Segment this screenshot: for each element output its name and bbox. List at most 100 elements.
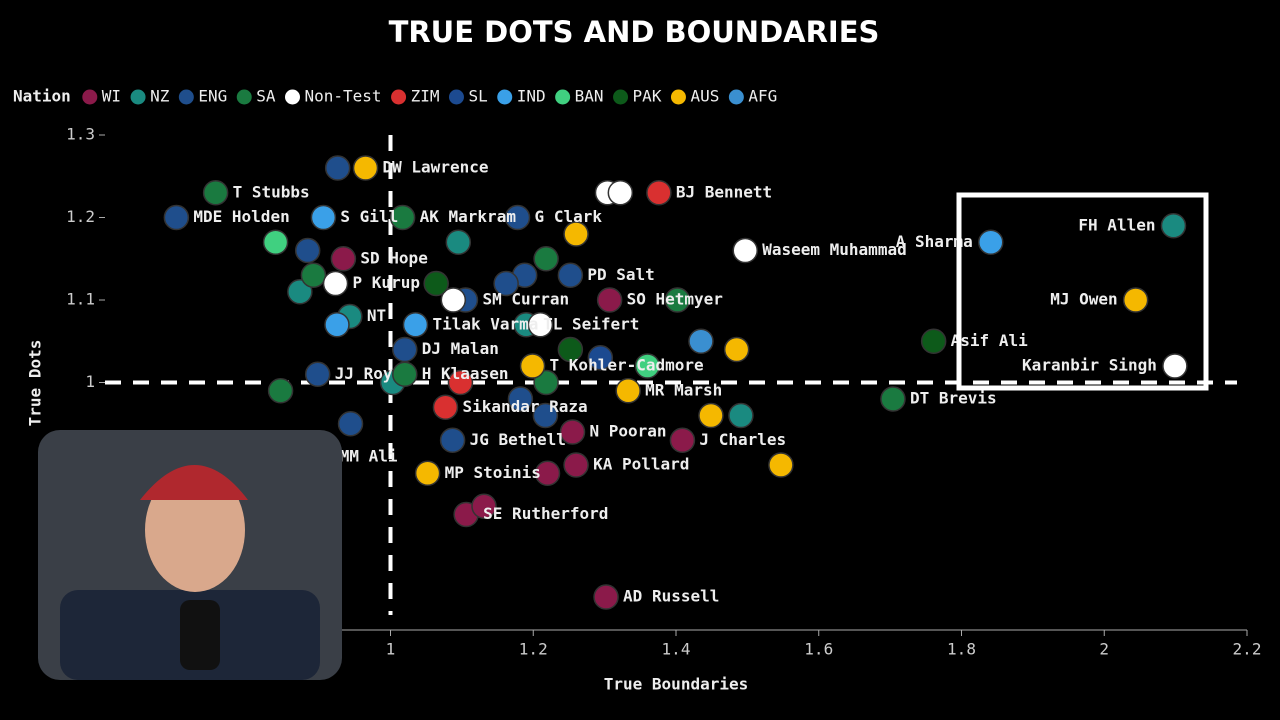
legend-label: AUS — [690, 87, 719, 106]
legend-swatch — [497, 89, 513, 105]
point-label: H Klaasen — [422, 364, 509, 383]
data-point — [414, 460, 441, 486]
point-label: N Pooran — [590, 422, 667, 441]
y-tick-label: 1.2 — [66, 207, 95, 226]
data-point — [304, 361, 331, 387]
point-label: PD Salt — [587, 265, 654, 284]
data-point — [559, 419, 586, 445]
data-point — [322, 270, 349, 297]
data-point — [615, 378, 641, 404]
point-label: TL Seifert — [543, 314, 639, 333]
data-point — [646, 180, 672, 206]
legend-label: ZIM — [411, 87, 440, 106]
legend-swatch — [285, 89, 300, 105]
data-point — [527, 312, 554, 338]
point-label: T Stubbs — [233, 182, 310, 201]
legend-swatch — [391, 89, 407, 105]
data-point — [669, 427, 696, 453]
data-point — [593, 584, 619, 610]
legend-swatch — [82, 89, 98, 105]
point-label: JJ Roy — [335, 364, 393, 383]
data-point — [402, 312, 429, 338]
point-label: MM Ali — [340, 446, 398, 465]
point-label: Tilak Varma — [432, 314, 538, 333]
legend-title: Nation — [13, 87, 71, 106]
data-point — [324, 155, 351, 181]
data-point — [267, 378, 294, 404]
data-point — [698, 402, 724, 429]
point-label: DW Lawrence — [383, 158, 489, 177]
legend-label: AFG — [748, 87, 777, 106]
legend-label: IND — [517, 87, 546, 106]
point-label: AD Russell — [623, 587, 719, 606]
data-point — [688, 328, 714, 354]
point-label: DJ Malan — [422, 339, 499, 358]
point-label: Karanbir Singh — [1022, 356, 1157, 375]
point-label: JG Bethell — [470, 430, 566, 449]
legend-label: WI — [102, 87, 121, 106]
data-point — [596, 287, 623, 313]
point-label: SO Hetmyer — [627, 290, 723, 309]
point-label: KA Pollard — [593, 455, 689, 474]
data-point — [392, 361, 418, 387]
data-point — [300, 262, 327, 288]
data-point — [389, 204, 416, 231]
data-point — [330, 246, 357, 272]
highlight-box — [956, 192, 1209, 391]
legend-swatch — [178, 89, 194, 105]
point-label: MP Stoinis — [445, 463, 541, 482]
legend-swatch — [670, 89, 686, 105]
point-label: DT Brevis — [910, 389, 997, 408]
point-label: Asif Ali — [951, 331, 1028, 350]
data-point — [728, 402, 754, 429]
point-label: Waseem Muhammad — [762, 240, 907, 259]
x-tick-label: 1.4 — [662, 640, 691, 659]
data-point — [532, 402, 559, 429]
legend-label: Non-Test — [305, 87, 382, 106]
data-point — [1122, 287, 1149, 313]
data-point — [587, 345, 614, 371]
legend-label: SA — [256, 87, 276, 106]
data-point — [447, 369, 474, 396]
data-point — [445, 229, 472, 255]
legend-swatch — [555, 89, 571, 105]
point-label: FH Allen — [1078, 215, 1155, 234]
data-point — [337, 411, 364, 437]
legend-swatch — [448, 89, 464, 105]
data-point — [262, 229, 289, 255]
data-point — [920, 328, 947, 354]
point-label: G Clark — [535, 207, 603, 226]
point-label: Sikandar Raza — [462, 397, 587, 416]
data-point — [352, 155, 379, 181]
data-point — [732, 237, 758, 264]
data-point — [664, 287, 691, 313]
data-point — [202, 180, 229, 206]
point-label: S Gill — [340, 207, 398, 226]
data-point — [493, 270, 519, 297]
point-label: SE Rutherford — [483, 504, 608, 523]
data-point — [423, 270, 449, 297]
point-label: BJ Bennett — [676, 182, 772, 201]
data-point — [1162, 353, 1188, 379]
x-axis-label: True Boundaries — [604, 675, 749, 694]
x-tick-label: 1.2 — [519, 640, 548, 659]
data-point — [534, 460, 561, 486]
legend-label: NZ — [150, 87, 170, 106]
point-label: A Sharma — [896, 232, 973, 251]
data-point — [1160, 213, 1187, 239]
data-point — [392, 336, 418, 363]
data-point — [287, 279, 313, 305]
y-tick-label: 1 — [85, 372, 95, 391]
legend-swatch — [236, 89, 252, 105]
webcam-overlay — [38, 430, 342, 680]
y-tick-label: 1.3 — [66, 125, 95, 144]
data-point — [294, 237, 321, 264]
point-label: MJ Owen — [1050, 290, 1117, 309]
legend-swatch — [613, 89, 629, 105]
data-point — [563, 221, 589, 247]
point-label: MR Marsh — [645, 380, 722, 399]
data-point — [723, 336, 750, 363]
data-point — [504, 204, 531, 231]
data-point — [557, 262, 584, 288]
data-point — [557, 336, 584, 363]
